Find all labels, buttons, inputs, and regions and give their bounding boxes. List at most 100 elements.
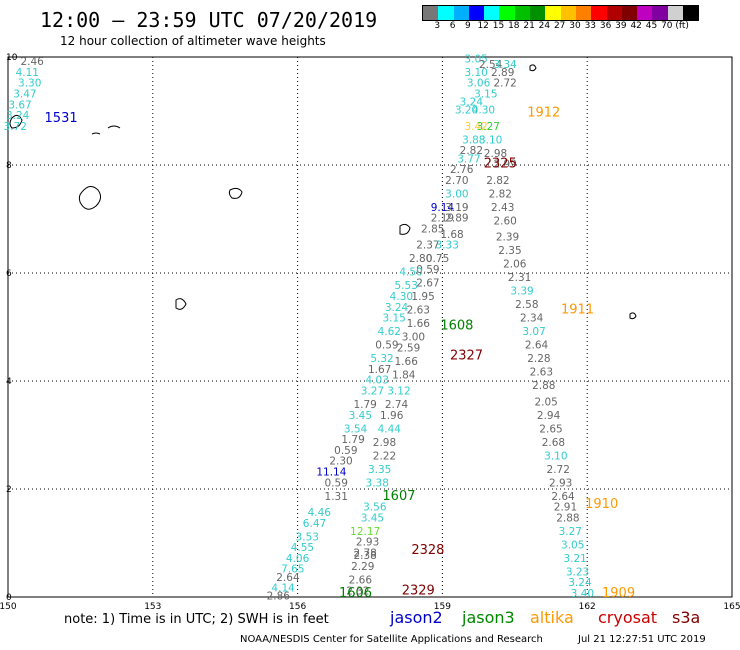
- wave-height-value: 3.45: [361, 512, 384, 524]
- lat-tick-label: 6: [6, 269, 12, 279]
- wave-height-value: 2.94: [537, 410, 561, 422]
- pass-time-label: 1531: [45, 111, 78, 126]
- wave-height-value: 4.44: [378, 423, 402, 435]
- lat-tick-label: 10: [6, 53, 18, 63]
- wave-height-value: 2.82: [460, 145, 483, 157]
- color-swatch: [606, 6, 622, 20]
- lon-tick-label: 165: [723, 602, 740, 612]
- wave-height-value: 4.55: [291, 542, 314, 554]
- wave-height-value: 4.03: [366, 375, 389, 387]
- lon-tick-label: 156: [289, 602, 306, 612]
- wave-height-value: 3.38: [366, 477, 389, 489]
- wave-height-value: 1.31: [325, 491, 348, 503]
- wave-height-value: 1.68: [440, 229, 463, 241]
- color-swatch: [514, 6, 531, 20]
- island-outline: [629, 312, 637, 320]
- wave-height-value: 0.75: [426, 253, 449, 265]
- pass-time-label: 2325: [484, 157, 517, 172]
- wave-height-value: 2.46: [20, 56, 44, 68]
- wave-height-value: 2.31: [508, 272, 531, 284]
- color-swatch: [652, 6, 668, 20]
- wave-height-value: 1.79: [341, 434, 364, 446]
- lat-tick-label: 2: [6, 485, 12, 495]
- wave-height-value: 1.95: [411, 291, 434, 303]
- credit-line: NOAA/NESDIS Center for Satellite Applica…: [240, 634, 543, 645]
- wave-height-value: 2.19: [431, 213, 454, 225]
- wave-height-value: 3.00: [445, 188, 468, 200]
- footer-note: note: 1) Time is in UTC; 2) SWH is in fe…: [64, 612, 329, 627]
- wave-height-value: 2.63: [407, 305, 430, 317]
- wave-height-value: 11.14: [316, 467, 346, 479]
- wave-height-value: 2.88: [556, 512, 579, 524]
- wave-height-value: 6.47: [303, 518, 326, 530]
- wave-height-value: 1.66: [395, 356, 419, 368]
- wave-height-value: 2.70: [445, 175, 468, 187]
- wave-height-value: 2.30: [329, 456, 352, 468]
- wave-height-value: 2.34: [520, 313, 544, 325]
- color-scale-label: 30: [569, 21, 581, 31]
- wave-height-value: 7.65: [281, 564, 304, 576]
- wave-height-value: 4.62: [378, 326, 401, 338]
- pass-time-label: 1912: [527, 105, 560, 120]
- wave-height-value: 5.32: [370, 353, 393, 365]
- wave-height-value: 3.34: [493, 59, 517, 71]
- wave-height-value: 3.39: [510, 286, 533, 298]
- wave-height-value: 2.05: [534, 396, 557, 408]
- color-scale-label: 3: [434, 21, 441, 31]
- wave-height-value: 1.84: [392, 369, 416, 381]
- legend-cryosat: cryosat: [598, 608, 658, 627]
- island-outline: [78, 186, 102, 210]
- pass-time-label: 1909: [602, 586, 635, 601]
- color-scale-label: 9: [465, 21, 471, 31]
- wave-height-value: 3.27: [477, 121, 500, 133]
- legend-jason2: jason2: [390, 608, 443, 627]
- wave-height-value: 2.93: [549, 477, 572, 489]
- lon-tick-label: 162: [579, 602, 596, 612]
- legend-jason3: jason3: [462, 608, 515, 627]
- wave-height-value: 1.66: [407, 318, 431, 330]
- wave-height-value: 2.80: [409, 253, 432, 265]
- wave-height-value: 1.67: [368, 364, 391, 376]
- wave-height-value: 2.93: [356, 537, 379, 549]
- pass-time-label: 1606: [339, 586, 372, 601]
- wave-height-value: 12.17: [350, 526, 380, 538]
- wave-height-value: 3.10: [479, 134, 502, 146]
- color-swatch: [438, 6, 454, 20]
- color-swatch: [484, 6, 500, 20]
- wave-height-value: 0.59: [325, 477, 348, 489]
- island-outline: [9, 114, 23, 129]
- wave-height-value: 3.23: [566, 566, 589, 578]
- wave-height-value: 4.50: [399, 267, 422, 279]
- color-scale-labels: 3 6 9 12 15 18 21 24 27 30 33 36 39 42 45 70 (ft): [422, 21, 732, 35]
- wave-height-value: 3.05: [561, 539, 584, 551]
- color-swatch: [468, 6, 485, 20]
- color-swatch: [667, 6, 684, 20]
- wave-height-value: 3.24: [6, 110, 30, 122]
- wave-height-value: 2.60: [493, 215, 516, 227]
- wave-height-value: 3.33: [436, 240, 459, 252]
- wave-height-value: 2.38: [353, 550, 376, 562]
- pass-time-label: 1910: [585, 497, 618, 512]
- wave-height-value: 2.54: [479, 59, 503, 71]
- lon-tick-label: 153: [144, 602, 161, 612]
- wave-height-value: 0.59: [334, 445, 357, 457]
- wave-height-value: 4.06: [286, 553, 310, 565]
- pass-time-label: 1608: [440, 319, 473, 334]
- pass-time-label: 1607: [382, 489, 415, 504]
- pass-time-label: 2327: [450, 348, 483, 363]
- wave-height-value: 3.40: [571, 588, 594, 600]
- wave-height-value: 3.67: [8, 99, 31, 111]
- wave-height-value: 0.59: [416, 264, 439, 276]
- wave-height-value: 3.20: [455, 105, 478, 117]
- color-swatch: [575, 6, 592, 20]
- color-swatch: [423, 6, 439, 20]
- wave-height-value: 2.64: [276, 572, 300, 584]
- island-outline: [228, 187, 243, 199]
- wave-height-value: 3.27: [361, 386, 384, 398]
- wave-height-value: 3.72: [4, 121, 27, 133]
- color-swatch: [683, 6, 699, 20]
- wave-height-value: 2.98: [373, 437, 396, 449]
- color-scale-bar: [422, 5, 700, 21]
- color-swatch: [560, 6, 576, 20]
- color-scale-label: 6: [449, 21, 456, 31]
